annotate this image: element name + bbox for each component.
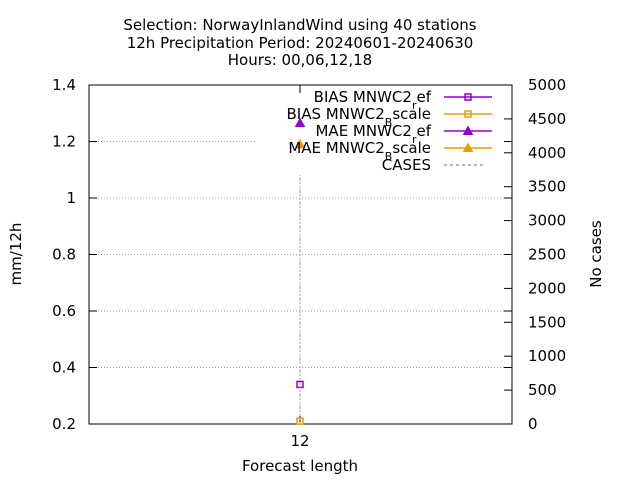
y2-tick-label: 4000 [528, 144, 566, 162]
y2-axis-ticks: 0 500 1000 1500 2000 2500 3000 3500 4000 4500 5000 [504, 76, 566, 433]
title-line-3: Hours: 00,06,12,18 [228, 51, 372, 69]
y2-tick-label: 0 [528, 415, 538, 433]
y2-tick-label: 3000 [528, 212, 566, 230]
legend-entry-label: BIAS MNWC2Bscale [287, 105, 431, 129]
legend-marker-sample [464, 110, 472, 118]
data-point-marker [294, 138, 306, 149]
y2-axis-label: No cases [587, 220, 605, 288]
legend-entry-label: MAE MNWC2Bscale [288, 139, 431, 163]
y-tick-label: 1.4 [52, 76, 76, 94]
y2-tick-label: 1000 [528, 347, 566, 365]
chart-title: Selection: NorwayInlandWind using 40 sta… [123, 16, 476, 69]
y2-tick-label: 1500 [528, 313, 566, 331]
y-tick-label: 1.2 [52, 133, 76, 151]
y2-tick-label: 2000 [528, 279, 566, 297]
legend-marker-sample [462, 125, 474, 135]
legend-marker-sample [464, 93, 472, 101]
legend-entry-label: CASES [382, 156, 431, 174]
legend-entry-label: BIAS MNWC2ref [314, 88, 432, 112]
x-axis-label: Forecast length [242, 457, 358, 475]
data-point-marker [294, 117, 306, 128]
y-tick-label: 1 [66, 189, 76, 207]
title-line-2: 12h Precipitation Period: 20240601-20240… [127, 34, 474, 52]
y-tick-label: 0.4 [52, 359, 76, 377]
y2-tick-label: 500 [528, 381, 557, 399]
grid-lines [89, 141, 512, 424]
legend-marker-sample [462, 142, 474, 152]
legend-entry-label: MAE MNWC2ref [315, 122, 431, 146]
y2-tick-label: 3500 [528, 178, 566, 196]
y2-tick-label: 4500 [528, 110, 566, 128]
y2-tick-label: 5000 [528, 76, 566, 94]
y-tick-label: 0.6 [52, 302, 76, 320]
y-tick-label: 0.2 [52, 415, 76, 433]
y-tick-label: 0.8 [52, 246, 76, 264]
y2-tick-label: 2500 [528, 246, 566, 264]
title-line-1: Selection: NorwayInlandWind using 40 sta… [123, 16, 476, 34]
x-tick-label: 12 [290, 432, 309, 450]
data-series [294, 117, 306, 425]
y-axis-label: mm/12h [7, 223, 25, 286]
